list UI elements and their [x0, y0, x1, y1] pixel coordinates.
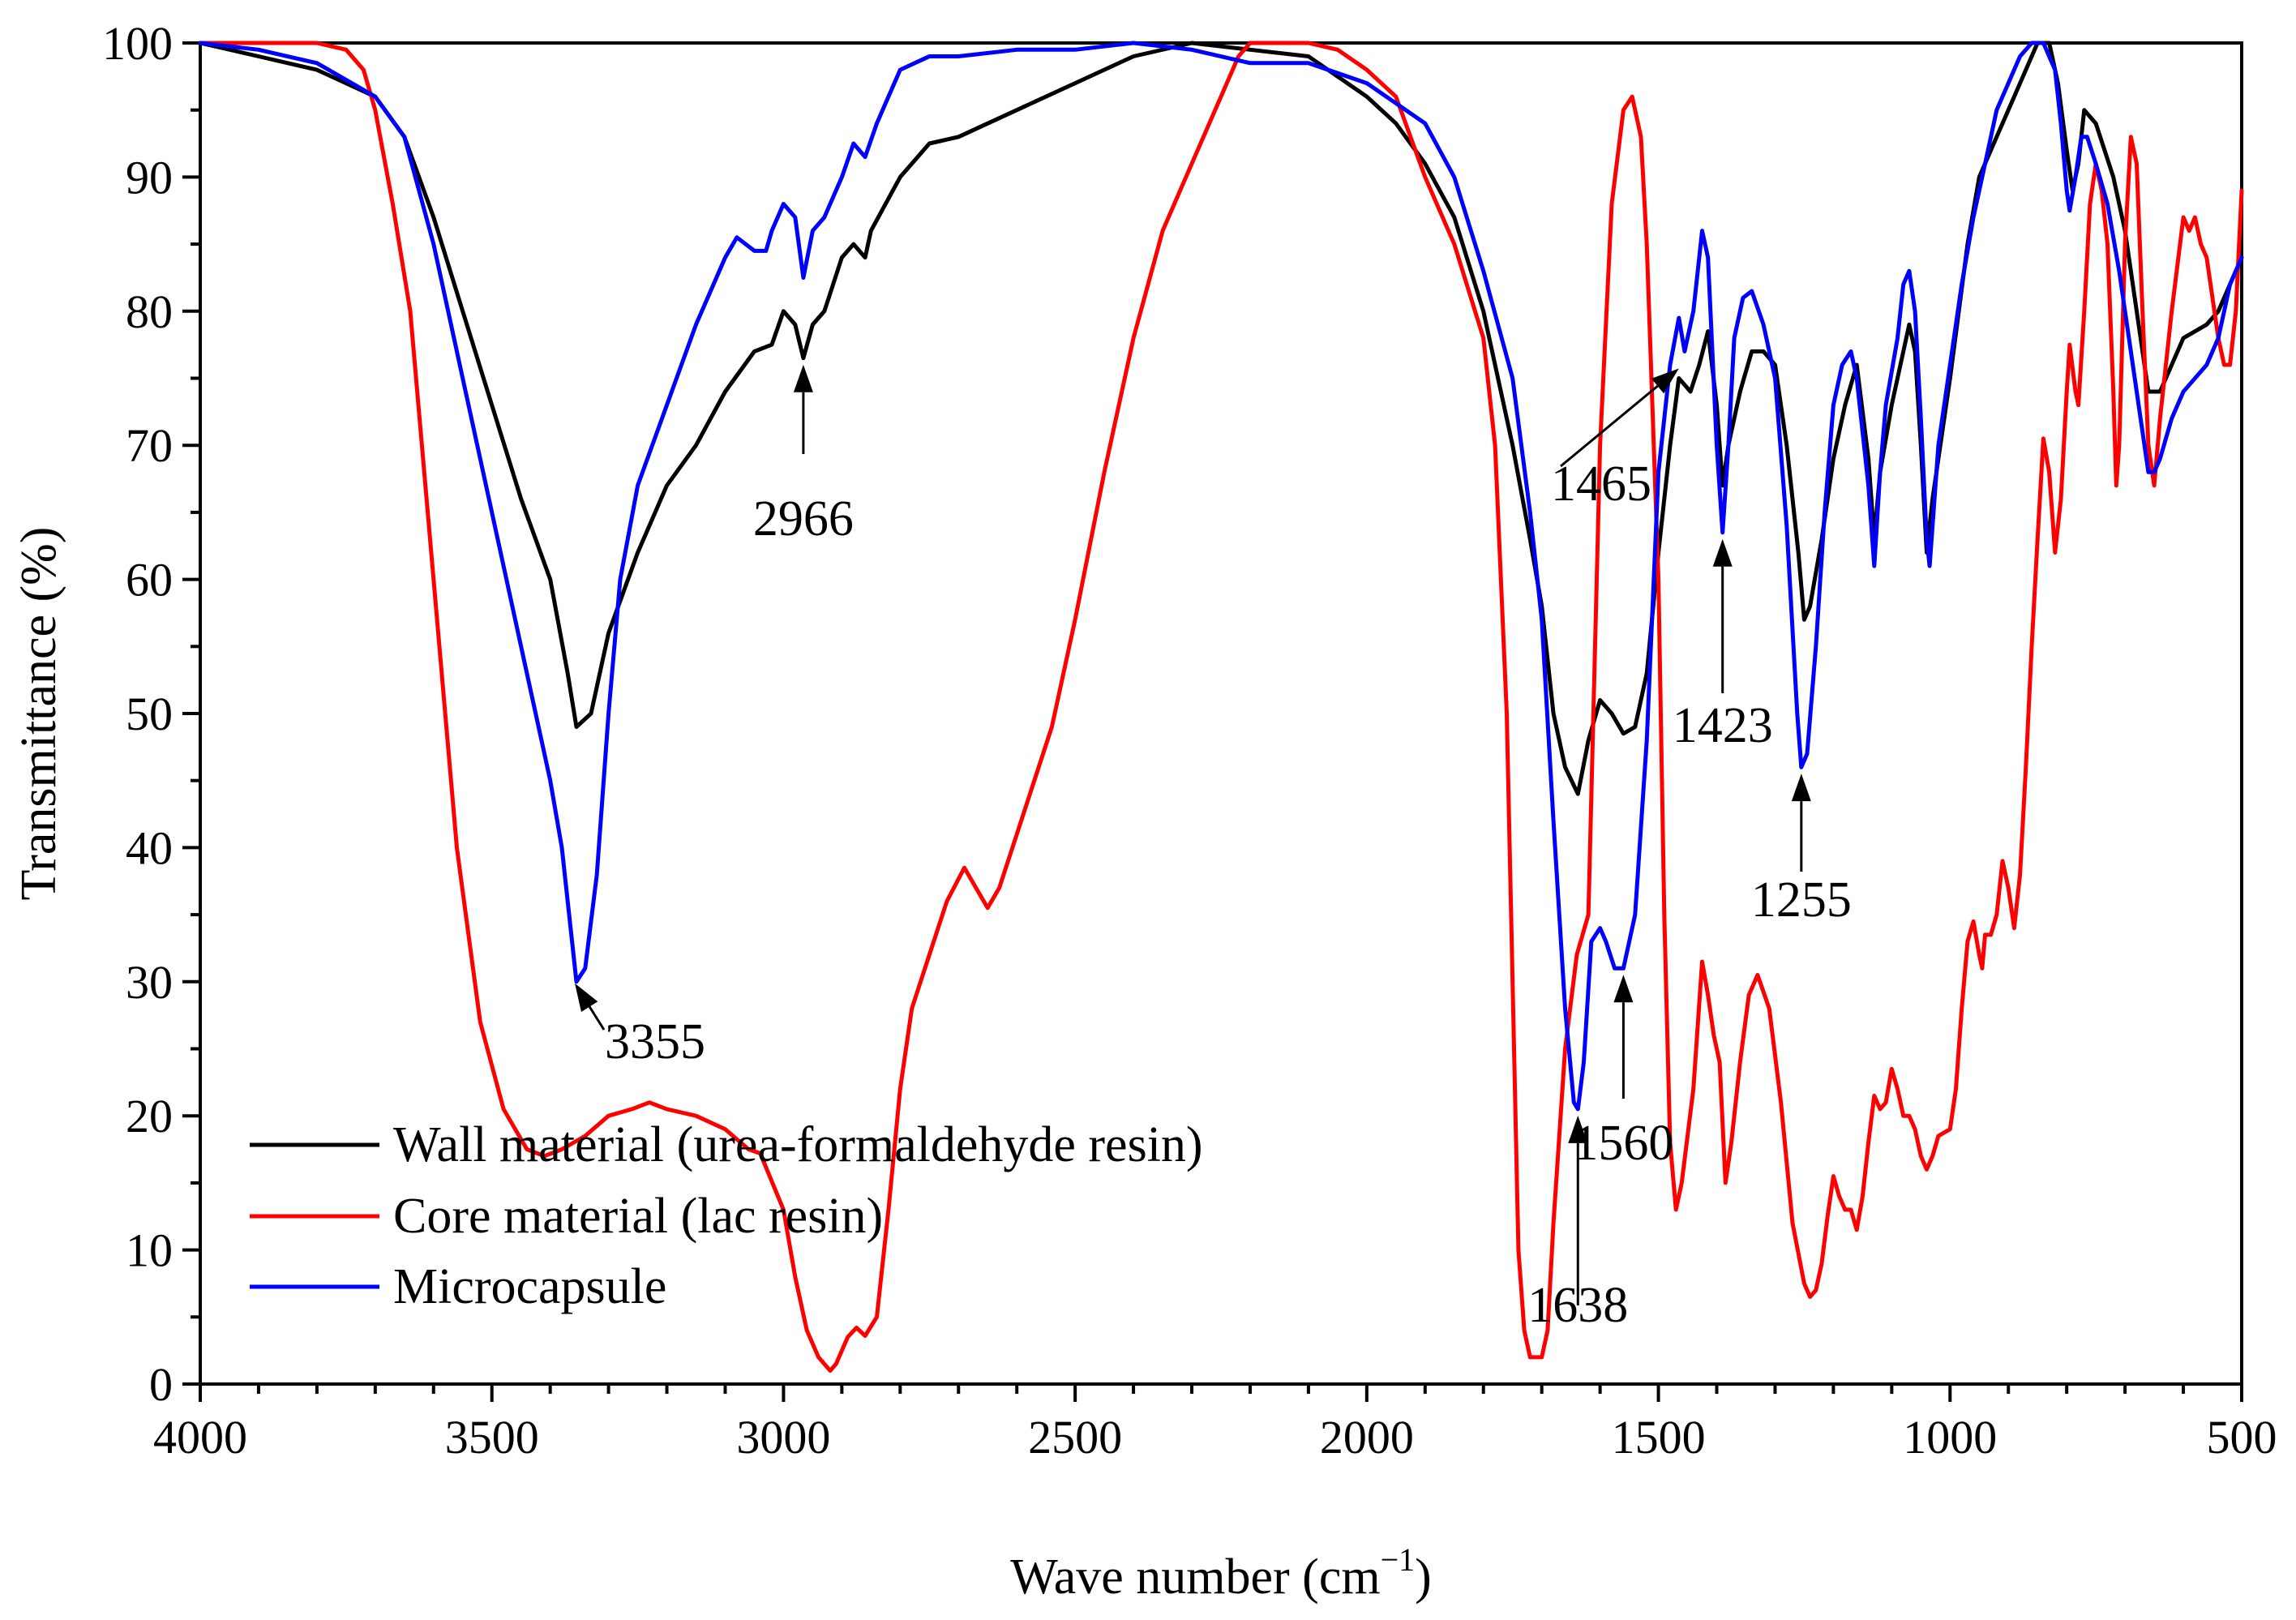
x-tick-label: 4000 [153, 1411, 247, 1464]
x-tick-label: 3000 [736, 1411, 830, 1464]
annotations-group: 3355 2966 1638 1560 1465 1423 1255 [575, 364, 1852, 1333]
annotation-arrowhead-1255 [1791, 774, 1811, 802]
y-axis-title: Transmittance (%) [11, 527, 66, 901]
series-line-microcapsule [198, 41, 2244, 1112]
x-tick-label: 1500 [1612, 1411, 1706, 1464]
y-tick-label: 90 [126, 151, 173, 204]
x-tick-label: 2500 [1028, 1411, 1122, 1464]
y-tick-label: 70 [126, 419, 173, 472]
x-axis-title: Wave number (cm−1) [1010, 1541, 1432, 1605]
x-tick-label: 3500 [445, 1411, 539, 1464]
y-tick-label: 0 [149, 1358, 173, 1411]
x-axis-title-close: ) [1415, 1549, 1432, 1605]
y-ticks: 0 10 20 30 40 50 60 70 80 90 100 [102, 17, 200, 1411]
annotation-label-3355: 3355 [605, 1014, 705, 1069]
x-tick-label: 2000 [1320, 1411, 1414, 1464]
annotation-arrow-3355 [588, 1005, 606, 1031]
y-tick-label: 50 [126, 688, 173, 740]
legend: Wall material (urea-formaldehyde resin) … [250, 1117, 1203, 1314]
series-group [198, 41, 2244, 1373]
legend-label-microcapsule: Microcapsule [393, 1259, 666, 1314]
y-tick-label: 100 [102, 17, 173, 70]
y-tick-label: 80 [126, 285, 173, 338]
annotation-arrowhead-1560 [1613, 975, 1634, 1003]
annotation-arrowhead-1638 [1568, 1115, 1588, 1143]
annotation-arrow-1465 [1560, 385, 1659, 468]
legend-label-core: Core material (lac resin) [393, 1189, 883, 1244]
annotation-arrowhead-2966 [793, 364, 813, 392]
x-axis-title-sup: −1 [1381, 1541, 1416, 1578]
y-tick-label: 30 [126, 956, 173, 1009]
annotation-label-1423: 1423 [1673, 698, 1773, 753]
annotation-arrowhead-3355 [575, 983, 598, 1012]
annotation-label-1560: 1560 [1573, 1116, 1673, 1171]
series-line-wall [198, 41, 2244, 796]
annotation-arrowhead-1423 [1712, 538, 1733, 567]
x-ticks: 4000 3500 3000 2500 2000 1500 1000 500 [153, 1384, 2277, 1464]
annotation-label-1465: 1465 [1551, 456, 1651, 512]
series-line-core [198, 41, 2244, 1373]
annotation-label-2966: 2966 [753, 491, 854, 546]
y-tick-label: 20 [126, 1090, 173, 1142]
annotation-label-1255: 1255 [1751, 872, 1852, 928]
plot-frame [199, 41, 2243, 1386]
annotation-label-1638: 1638 [1527, 1278, 1628, 1333]
y-tick-label: 10 [126, 1224, 173, 1277]
annotation-arrowhead-1465 [1651, 368, 1679, 394]
x-tick-label: 500 [2207, 1411, 2277, 1464]
x-tick-label: 1000 [1903, 1411, 1997, 1464]
y-tick-label: 60 [126, 554, 173, 606]
legend-label-wall: Wall material (urea-formaldehyde resin) [393, 1117, 1203, 1172]
y-tick-label: 40 [126, 821, 173, 874]
